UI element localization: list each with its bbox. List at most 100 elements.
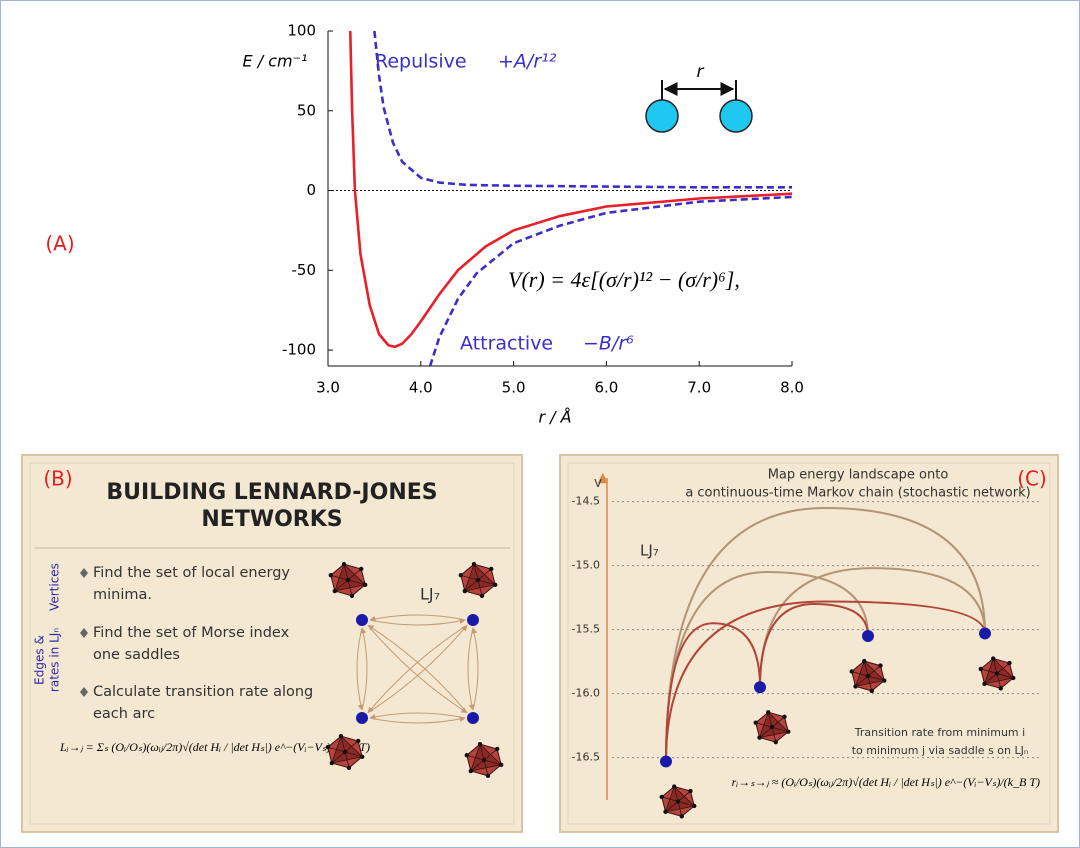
series-line xyxy=(348,30,793,349)
edge-arrow xyxy=(369,618,466,626)
side-label: Edges & xyxy=(33,635,47,685)
arc xyxy=(759,602,869,688)
cluster-atom xyxy=(769,725,775,730)
cluster-bond xyxy=(855,675,869,687)
bullet-text: each arc xyxy=(93,706,155,722)
network-node xyxy=(356,614,368,626)
cluster-atom xyxy=(325,745,331,750)
cluster-bond xyxy=(331,751,346,764)
cluster-atom xyxy=(679,814,684,819)
cluster-bond xyxy=(483,748,498,761)
cluster-atom xyxy=(1007,660,1012,666)
cluster-bond xyxy=(673,786,679,802)
y-tick-label: -100 xyxy=(282,341,316,359)
cluster-atom xyxy=(688,788,693,794)
c-title: a continuous-time Markov chain (stochast… xyxy=(685,486,1030,501)
cluster-bond xyxy=(477,579,496,586)
panel-label: (B) xyxy=(43,467,72,491)
arc xyxy=(665,506,986,762)
series-formula: +A/r¹² xyxy=(498,51,557,73)
cluster-bond xyxy=(771,726,789,733)
cluster-atom xyxy=(481,757,487,763)
edge-arrow xyxy=(367,624,468,714)
cluster-bond xyxy=(984,673,998,685)
network-node xyxy=(467,614,479,626)
slide-title: BUILDING LENNARD-JONES xyxy=(106,480,437,505)
series-line xyxy=(428,195,793,366)
edge-arrow xyxy=(360,627,368,711)
cluster-bond xyxy=(347,568,362,581)
slide-b xyxy=(21,454,523,833)
edge-arrow xyxy=(369,716,466,724)
cluster-atom xyxy=(882,678,887,683)
edge-arrow xyxy=(367,624,468,714)
cluster-bond xyxy=(347,579,366,586)
cluster-atom xyxy=(356,738,361,744)
series-line xyxy=(373,30,792,189)
cluster-bond xyxy=(460,574,479,581)
slide-c-border xyxy=(567,462,1051,825)
minimum xyxy=(660,755,672,768)
cluster-atom xyxy=(1011,675,1016,681)
x-tick-label: 8.0 xyxy=(780,379,804,397)
cluster-atom xyxy=(479,593,485,598)
bullet-text: one saddles xyxy=(93,647,180,663)
minimum xyxy=(979,627,991,640)
formula: V(r) = 4ε[(σ/r)¹² − (σ/r)⁶], xyxy=(508,267,740,292)
c-y-label: V xyxy=(594,477,602,490)
cluster-atom xyxy=(475,577,481,583)
cluster-bond xyxy=(477,568,492,581)
cluster-bond xyxy=(334,579,349,592)
cluster-atom xyxy=(471,562,477,567)
cluster-bond xyxy=(996,662,1010,674)
cluster-atom xyxy=(485,773,491,778)
cluster-bond xyxy=(466,754,485,761)
edge-arrow xyxy=(467,627,475,711)
cluster-bond xyxy=(665,801,679,813)
series-formula: −B/r⁶ xyxy=(583,333,634,355)
cluster-bond xyxy=(677,801,683,817)
cluster-bond xyxy=(330,574,349,581)
cluster-atom xyxy=(359,754,365,759)
cluster-atom xyxy=(878,663,883,668)
cluster-atom xyxy=(659,794,664,800)
cluster-bond xyxy=(483,759,502,766)
slide-b-border xyxy=(29,462,515,825)
series-group xyxy=(348,30,793,366)
cluster-atom xyxy=(329,760,334,766)
slide-title: NETWORKS xyxy=(201,507,342,532)
cluster-bond xyxy=(479,744,485,761)
cluster-atom xyxy=(773,739,778,745)
edge-arrow xyxy=(356,627,364,711)
side-label: rates in LJₙ xyxy=(48,628,62,692)
bullet-icon xyxy=(80,628,88,638)
panel-label: (C) xyxy=(1017,467,1047,491)
cluster-atom xyxy=(672,784,677,789)
minimum xyxy=(862,630,874,642)
cluster-bond xyxy=(344,751,350,768)
y-tick-label: -14.5 xyxy=(572,495,600,508)
cluster-bond xyxy=(851,671,869,677)
cluster-atom xyxy=(362,582,368,587)
x-tick-label: 3.0 xyxy=(316,379,340,397)
x-tick-label: 6.0 xyxy=(594,379,618,397)
cluster-bond xyxy=(996,673,1002,689)
cluster-atom xyxy=(338,734,344,739)
cluster-atom xyxy=(766,710,771,715)
minimum xyxy=(754,681,766,694)
cluster-atom xyxy=(468,768,473,774)
cluster-atom xyxy=(349,593,355,598)
bullet-icon xyxy=(80,687,88,697)
cluster-bond xyxy=(759,726,773,738)
cluster-atom xyxy=(998,686,1003,691)
atom xyxy=(719,99,753,133)
c-title: Map energy landscape onto xyxy=(768,468,949,483)
edge-arrow xyxy=(369,614,466,622)
cluster-atom xyxy=(786,729,791,734)
cluster-atom xyxy=(782,714,787,720)
x-tick-label: 7.0 xyxy=(687,379,711,397)
cluster-atom xyxy=(978,666,983,672)
cluster-bond xyxy=(661,796,679,802)
cluster-bond xyxy=(344,751,363,758)
